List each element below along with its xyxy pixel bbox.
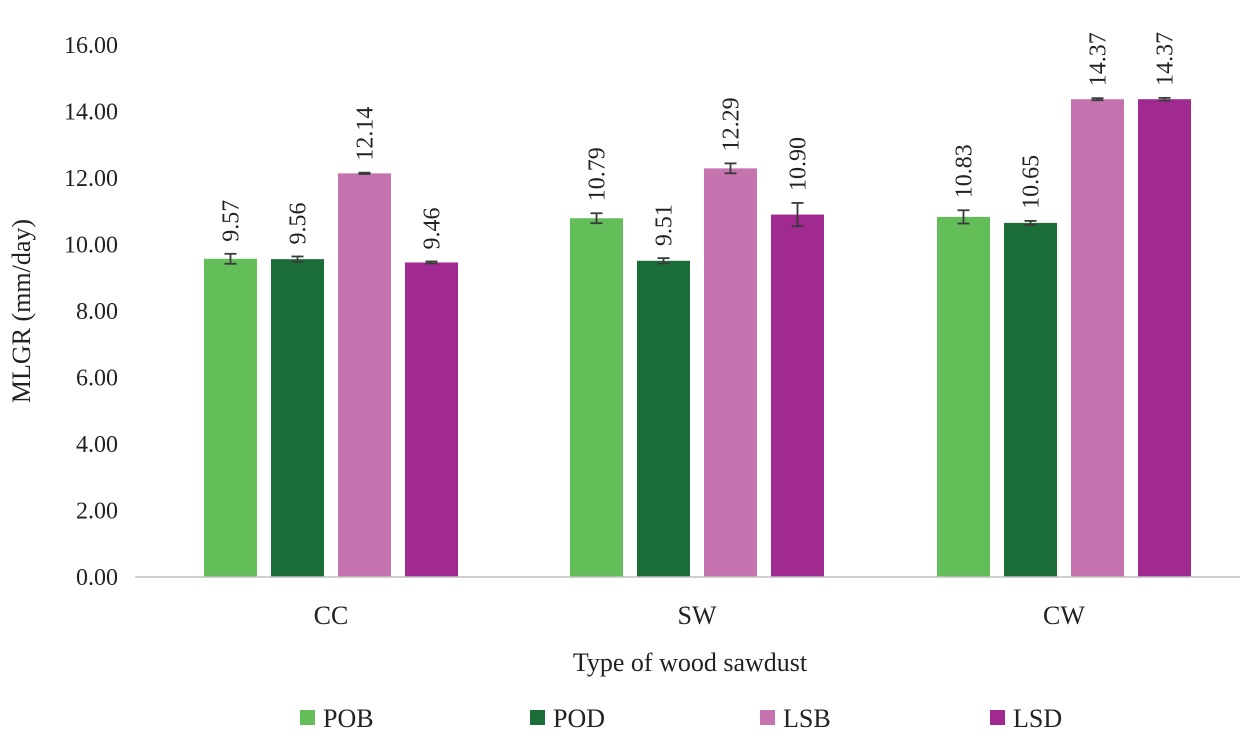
y-axis-title: MLGR (mm/day) [7, 219, 36, 403]
y-tick-label: 8.00 [76, 299, 118, 325]
bar-pod-cc [271, 259, 324, 577]
data-label: 9.56 [286, 202, 312, 244]
data-label: 14.37 [1153, 32, 1179, 86]
x-category-label: SW [678, 601, 717, 630]
bar-pob-cc [204, 258, 257, 577]
data-label: 10.90 [786, 137, 812, 191]
legend-swatch [530, 710, 545, 725]
error-bar [957, 209, 970, 225]
bar-group-sw: 10.79 9.51 12.29 10.90 [570, 97, 824, 578]
legend: POB POD LSB LSD [300, 704, 1062, 733]
data-label: 10.65 [1019, 155, 1045, 209]
y-axis-ticks: 0.00 2.00 4.00 6.00 8.00 10.00 12.00 14.00 16.00 [64, 33, 118, 591]
y-tick-label: 2.00 [76, 499, 118, 525]
legend-swatch [990, 710, 1005, 725]
error-bar [1158, 96, 1171, 102]
y-tick-label: 0.00 [76, 565, 118, 591]
error-bar [1024, 219, 1037, 226]
error-bar [1091, 97, 1104, 102]
legend-item-pod: POD [530, 704, 605, 733]
bar-group-cw: 10.83 10.65 14.37 14.37 [937, 32, 1191, 577]
y-tick-label: 10.00 [64, 233, 118, 259]
data-label: 10.83 [952, 144, 978, 198]
y-tick-label: 14.00 [64, 100, 118, 126]
error-bar [425, 260, 438, 265]
data-label: 12.14 [353, 107, 379, 161]
bar-lsd-cc [405, 262, 458, 577]
legend-label: POD [553, 704, 605, 733]
x-category-label: CC [314, 601, 349, 630]
y-tick-label: 16.00 [64, 33, 118, 59]
data-label: 12.29 [719, 97, 745, 151]
legend-item-pob: POB [300, 704, 374, 733]
y-tick-label: 4.00 [76, 432, 118, 458]
bar-pod-sw [637, 260, 690, 577]
error-bar [657, 257, 670, 265]
error-bar [291, 255, 304, 263]
error-bar [358, 171, 371, 175]
legend-label: LSD [1013, 704, 1062, 733]
bar-pob-cw [937, 216, 990, 577]
bars-layer: 9.57 9.56 12.14 9.46 10.79 9.51 12.29 10.90 10.8… [204, 32, 1191, 578]
bar-lsb-sw [704, 168, 757, 578]
bar-pob-sw [570, 218, 623, 578]
error-bar [590, 212, 603, 225]
x-category-label: CW [1043, 601, 1085, 630]
bar-pod-cw [1004, 222, 1057, 577]
error-bar [224, 252, 237, 265]
bar-lsb-cc [338, 173, 391, 577]
legend-item-lsd: LSD [990, 704, 1062, 733]
legend-item-lsb: LSB [760, 704, 831, 733]
data-label: 10.79 [585, 147, 611, 201]
x-axis-title: Type of wood sawdust [573, 648, 808, 677]
bar-lsd-sw [771, 214, 824, 577]
data-label: 14.37 [1086, 32, 1112, 86]
bar-group-cc: 9.57 9.56 12.14 9.46 [204, 107, 458, 577]
legend-label: LSB [783, 704, 831, 733]
legend-label: POB [323, 704, 374, 733]
y-tick-label: 12.00 [64, 166, 118, 192]
legend-swatch [300, 710, 315, 725]
legend-swatch [760, 710, 775, 725]
x-axis-categories: CC SW CW [314, 601, 1086, 630]
data-label: 9.51 [652, 204, 678, 246]
data-label: 9.46 [420, 207, 446, 249]
error-bar [791, 202, 804, 228]
bar-lsd-cw [1138, 99, 1191, 577]
data-label: 9.57 [219, 200, 245, 242]
y-tick-label: 6.00 [76, 366, 118, 392]
bar-lsb-cw [1071, 99, 1124, 577]
error-bar [724, 162, 737, 175]
